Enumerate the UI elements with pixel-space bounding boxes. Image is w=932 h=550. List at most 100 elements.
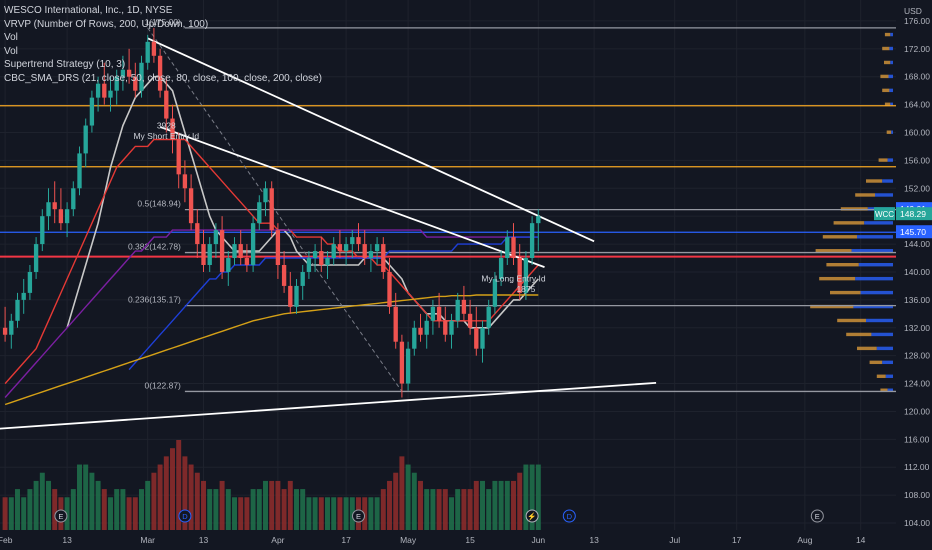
vrvp-bar-down [884, 32, 891, 37]
candle-body [27, 271, 33, 293]
volume-bar [244, 497, 250, 530]
vrvp-bar-down [884, 60, 891, 65]
volume-bar [194, 472, 200, 530]
volume-bar [95, 480, 101, 530]
event-icon [810, 509, 824, 523]
volume-bar [15, 489, 20, 530]
currency-label: USD [904, 6, 922, 16]
volume-bar [39, 472, 45, 530]
volume-bar [306, 497, 312, 530]
price-tick-label: 152.00 [904, 183, 930, 193]
volume-bar [232, 497, 237, 530]
volume-bar [182, 456, 188, 530]
event-icon [352, 509, 365, 523]
volume-bar [114, 489, 120, 530]
volume-bar [256, 489, 262, 530]
candle-body [213, 230, 219, 245]
vrvp-bar-down [846, 332, 872, 337]
vrvp-bar-down [810, 304, 854, 309]
candle-body [102, 83, 107, 98]
candle-body [201, 244, 206, 265]
fib-level-label: 0.382(142.78) [128, 242, 181, 252]
volume-bar [349, 497, 355, 530]
volume-bar [281, 489, 287, 530]
time-tick-label: May [400, 535, 417, 545]
symbol-tag-label: WCC [875, 210, 894, 219]
volume-bar [535, 464, 541, 530]
vrvp-bar-down [869, 360, 883, 365]
price-tag-label: 148.29 [900, 209, 926, 219]
volume-bar [120, 489, 126, 530]
volume-bar [436, 489, 442, 530]
moving-average-line [4, 294, 539, 406]
candle-body [33, 244, 39, 272]
time-tick-label: Apr [271, 535, 284, 545]
volume-bar [77, 464, 82, 530]
candle-body [89, 97, 95, 126]
candle-body [114, 76, 119, 91]
candle-body [21, 292, 26, 300]
candle-body [393, 306, 398, 342]
volume-bar [504, 480, 510, 530]
time-tick-label: 15 [465, 535, 475, 545]
candle-body [182, 174, 188, 189]
candle-body [319, 251, 324, 265]
symbol-tag-bg [874, 207, 895, 221]
time-tick-label: Mar [140, 535, 155, 545]
candle-body [312, 251, 318, 259]
candle-body [52, 202, 57, 210]
volume-bar [511, 480, 516, 530]
volume-bar [89, 472, 95, 530]
candle-body [269, 188, 274, 231]
volume-bar [312, 497, 318, 530]
event-icon [178, 509, 192, 523]
volume-bar [238, 497, 244, 530]
price-tick-label: 140.00 [904, 267, 930, 277]
candle-body [424, 320, 429, 335]
event-icon [525, 509, 539, 523]
volume-bar [318, 497, 324, 530]
candle-body [449, 320, 454, 335]
volume-bar [52, 489, 58, 530]
time-tick-label: 17 [341, 535, 351, 545]
candle-body [486, 306, 491, 328]
candle-body [300, 271, 305, 286]
vrvp-bar-up [885, 374, 893, 378]
price-tick-label: 144.00 [904, 239, 930, 249]
candle-body [145, 41, 150, 63]
candle-body [77, 153, 82, 189]
volume-bar [517, 472, 523, 530]
candle-body [480, 327, 485, 349]
candle-body [418, 327, 423, 335]
candle-body [157, 55, 163, 91]
candle-body [219, 230, 225, 272]
vrvp-bar-down [880, 388, 888, 392]
vrvp-bar-down [882, 46, 890, 51]
volume-bar [176, 440, 182, 530]
volume-bar [269, 480, 275, 530]
time-tick-label: Feb [0, 535, 13, 545]
event-icon-glyph: E [58, 512, 63, 521]
vrvp-bar-up [890, 32, 893, 37]
volume-bar [294, 489, 299, 530]
time-tick-label: 13 [62, 535, 72, 545]
time-tick-label: 14 [856, 535, 866, 545]
candle-body [374, 244, 380, 252]
price-tick-label: 112.00 [904, 462, 930, 472]
candle-body [399, 341, 405, 384]
candle-body [412, 327, 417, 349]
vrvp-bar-up [887, 158, 893, 162]
volume-bar [486, 489, 492, 530]
volume-bar [331, 497, 337, 530]
volume-bar [275, 480, 281, 530]
price-tick-label: 164.00 [904, 100, 930, 110]
volume-bar [337, 497, 343, 530]
price-tick-label: 104.00 [904, 518, 930, 528]
trend-line [147, 37, 595, 243]
vrvp-bar-down [833, 221, 865, 225]
vrvp-bar-up [889, 46, 893, 51]
volume-bar [424, 489, 430, 530]
vrvp-bar-down [884, 102, 891, 107]
volume-bar [145, 480, 151, 530]
